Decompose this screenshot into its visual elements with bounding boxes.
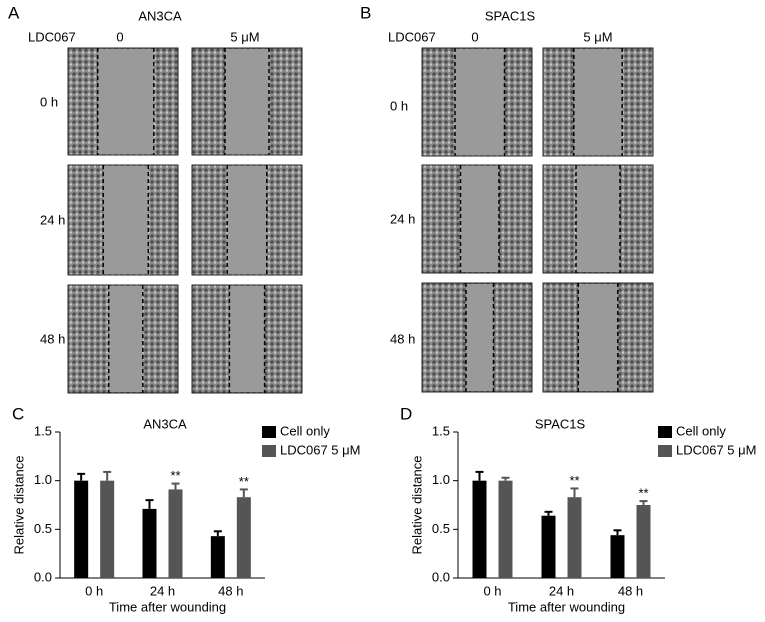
x-axis-label: Time after wounding — [508, 599, 625, 614]
wound-gap — [229, 286, 265, 392]
panel-title: SPAC1S — [485, 8, 536, 23]
bar — [210, 536, 225, 578]
wound-gap — [227, 166, 267, 274]
bar — [472, 480, 487, 578]
panel-label: C — [12, 404, 24, 423]
column-label: 5 μM — [230, 29, 259, 44]
significance-mark: ** — [569, 473, 579, 488]
bar — [610, 535, 625, 578]
bar — [567, 497, 582, 578]
legend-swatch — [262, 445, 276, 457]
legend-label: LDC067 5 μM — [676, 442, 756, 457]
x-tick-label: 24 h — [549, 583, 574, 598]
bar — [142, 508, 157, 578]
bar — [100, 480, 115, 578]
y-tick-label: 0.5 — [432, 521, 450, 536]
significance-mark: ** — [239, 474, 249, 489]
column-label: 0 — [116, 29, 123, 44]
y-tick-label: 0.0 — [34, 569, 52, 584]
wound-gap — [103, 166, 149, 274]
wound-gap — [108, 286, 143, 392]
chart-title: AN3CA — [143, 416, 187, 431]
y-tick-label: 1.0 — [432, 472, 450, 487]
legend-label: Cell only — [280, 423, 330, 438]
x-tick-label: 0 h — [85, 583, 103, 598]
wound-gap — [225, 49, 269, 154]
panel-title: AN3CA — [138, 8, 182, 23]
wound-gap — [460, 166, 499, 272]
treatment-label: LDC067 — [388, 29, 436, 44]
y-axis-label: Relative distance — [11, 456, 26, 555]
wound-gap — [455, 49, 505, 155]
bar — [541, 515, 556, 578]
y-tick-label: 0.5 — [34, 521, 52, 536]
y-tick-label: 0.0 — [432, 569, 450, 584]
x-tick-label: 48 h — [618, 583, 643, 598]
y-tick-label: 1.5 — [34, 423, 52, 438]
y-axis-label: Relative distance — [409, 456, 424, 555]
chart-title: SPAC1S — [535, 416, 586, 431]
significance-mark: ** — [170, 468, 180, 483]
row-label: 48 h — [40, 331, 65, 346]
x-tick-label: 24 h — [150, 583, 175, 598]
panel-label: A — [8, 3, 20, 22]
legend-swatch — [262, 426, 276, 438]
bar — [168, 489, 183, 578]
y-tick-label: 1.5 — [432, 423, 450, 438]
wound-gap — [97, 49, 154, 154]
panel-label: D — [400, 404, 412, 423]
x-axis-label: Time after wounding — [109, 599, 226, 614]
row-label: 48 h — [390, 331, 415, 346]
row-label: 0 h — [40, 94, 58, 109]
legend-swatch — [658, 426, 672, 438]
wound-gap — [576, 166, 620, 272]
bar — [498, 480, 513, 578]
significance-mark: ** — [638, 486, 648, 501]
legend-label: LDC067 5 μM — [280, 442, 360, 457]
column-label: 5 μM — [583, 29, 612, 44]
legend-swatch — [658, 445, 672, 457]
wound-gap — [466, 284, 494, 391]
x-tick-label: 48 h — [218, 583, 243, 598]
legend-label: Cell only — [676, 423, 726, 438]
y-tick-label: 1.0 — [34, 472, 52, 487]
column-label: 0 — [471, 29, 478, 44]
row-label: 0 h — [390, 98, 408, 113]
panel-label: B — [360, 3, 371, 22]
row-label: 24 h — [390, 211, 415, 226]
treatment-label: LDC067 — [28, 29, 76, 44]
bar — [636, 505, 651, 578]
bar — [74, 480, 89, 578]
bar — [236, 497, 251, 578]
wound-gap — [573, 49, 623, 155]
row-label: 24 h — [40, 212, 65, 227]
wound-gap — [578, 284, 618, 391]
x-tick-label: 0 h — [483, 583, 501, 598]
